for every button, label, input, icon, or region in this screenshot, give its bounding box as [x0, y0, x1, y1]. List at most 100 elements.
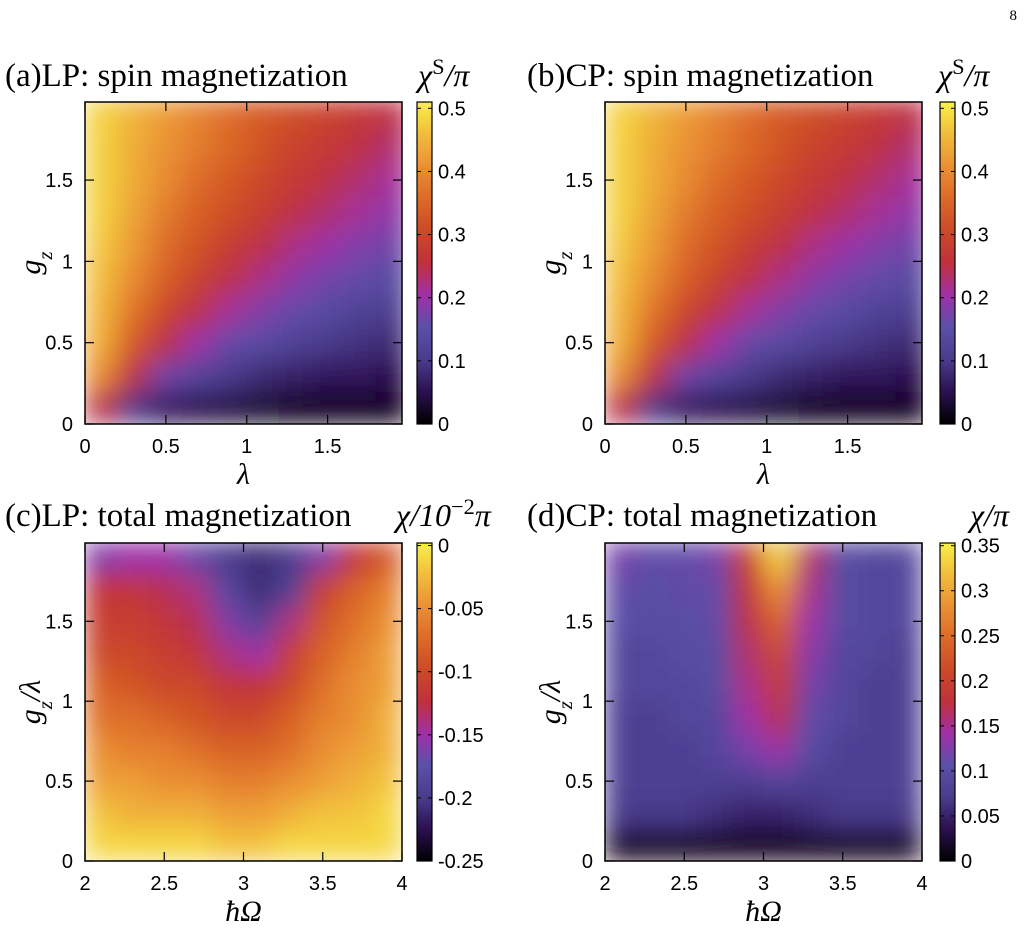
heat-cell — [798, 195, 832, 230]
heat-cell — [701, 390, 735, 424]
heat-cell — [375, 102, 402, 132]
heat-cell — [369, 796, 402, 830]
heat-cell — [895, 130, 922, 165]
heat-cell — [85, 390, 118, 424]
heat-cell — [733, 102, 768, 132]
heat-cell — [731, 732, 764, 766]
heat-cell — [701, 102, 735, 132]
x-axis-label: ħΩ — [745, 895, 782, 928]
y-tick-label: 1 — [582, 251, 593, 273]
heat-cell — [211, 604, 244, 638]
heat-cell — [211, 543, 244, 574]
heat-cell — [701, 260, 735, 295]
heat-cell — [85, 260, 118, 295]
heat-cell — [701, 195, 735, 230]
heat-cell — [636, 796, 669, 830]
x-tick-label: 4 — [916, 873, 927, 895]
heat-cell — [636, 700, 669, 734]
heat-cell — [274, 636, 308, 670]
heat-cell — [895, 228, 922, 262]
heat-cell — [863, 130, 897, 165]
x-tick-label: 1.5 — [834, 436, 862, 458]
y-axis-label: gz/λ — [14, 680, 57, 725]
heat-cell — [116, 700, 149, 734]
heat-cell — [246, 260, 280, 295]
heat-cell — [306, 732, 340, 766]
heat-cell — [274, 668, 308, 702]
heat-cell — [669, 228, 703, 262]
heat-cell — [85, 102, 118, 132]
heat-cell — [766, 102, 800, 132]
heat-cell — [766, 163, 800, 197]
colorbar-tick-label: 0.2 — [961, 671, 989, 693]
heat-cell — [213, 293, 248, 327]
heat-cell — [375, 390, 402, 424]
heat-cell — [369, 668, 402, 702]
heat-cell — [278, 195, 312, 230]
y-tick-label: 0 — [582, 414, 593, 436]
colorbar-tick-label: 0 — [438, 536, 449, 558]
heat-cell — [179, 700, 213, 734]
heat-cell — [116, 543, 149, 574]
heat-cell — [667, 796, 701, 830]
heat-cell — [147, 700, 181, 734]
heat-cell — [181, 163, 215, 197]
heat-cell — [243, 732, 276, 766]
heat-cell — [179, 668, 213, 702]
colorbar — [416, 101, 433, 425]
heat-cell — [605, 260, 638, 295]
heat-cell — [213, 195, 248, 230]
x-tick-label: 0 — [79, 436, 90, 458]
heat-cell — [766, 390, 800, 424]
colorbar-tick-label: 0.3 — [961, 581, 989, 603]
heat-cell — [181, 390, 215, 424]
colorbar-tick-label: 0 — [961, 851, 972, 873]
colorbar-label: χS/π — [935, 54, 990, 94]
heat-cell — [278, 390, 312, 424]
label-part: z — [553, 251, 577, 260]
heat-cell — [116, 260, 151, 295]
heat-cell — [179, 636, 213, 670]
colorbar-tick-label: 0.4 — [961, 161, 989, 183]
x-axis-label: λ — [236, 458, 250, 491]
heat-cell — [306, 604, 340, 638]
heat-cell — [699, 732, 733, 766]
heat-cell — [369, 828, 402, 861]
heat-cell — [636, 102, 671, 132]
heat-cell — [310, 260, 345, 295]
heat-cell — [306, 572, 340, 606]
heat-cell — [763, 828, 796, 861]
panel-title: (c)LP: total magnetization — [5, 498, 351, 534]
colorbar-tick-label: 0.1 — [961, 351, 989, 373]
panel-title: (b)CP: spin magnetization — [527, 58, 873, 94]
heat-cell — [338, 764, 371, 798]
heat-cell — [763, 636, 796, 670]
heat-cell — [699, 604, 733, 638]
heat-cell — [669, 130, 703, 165]
label-part: S — [952, 54, 964, 79]
heat-cell — [274, 543, 308, 574]
heat-cell — [243, 796, 276, 830]
heat-cell — [243, 543, 276, 574]
panel-title: (a)LP: spin magnetization — [5, 58, 348, 94]
heat-cell — [733, 325, 768, 360]
heat-cell — [278, 325, 312, 360]
colorbar — [416, 542, 433, 862]
heat-cell — [763, 700, 796, 734]
x-tick-label: 3 — [758, 873, 769, 895]
heat-cell — [794, 764, 828, 798]
heat-cell — [798, 163, 832, 197]
heat-cell — [889, 668, 922, 702]
heat-cell — [733, 195, 768, 230]
heat-cell — [636, 260, 671, 295]
heat-cell — [306, 700, 340, 734]
heat-cell — [794, 636, 828, 670]
heat-cell — [375, 325, 402, 360]
heat-cell — [179, 572, 213, 606]
heat-cell — [858, 543, 891, 574]
heat-cell — [766, 358, 800, 392]
heat-cell — [895, 358, 922, 392]
heat-cell — [605, 390, 638, 424]
heat-cell — [149, 358, 183, 392]
colorbar-tick-label: 0.35 — [961, 536, 1000, 558]
